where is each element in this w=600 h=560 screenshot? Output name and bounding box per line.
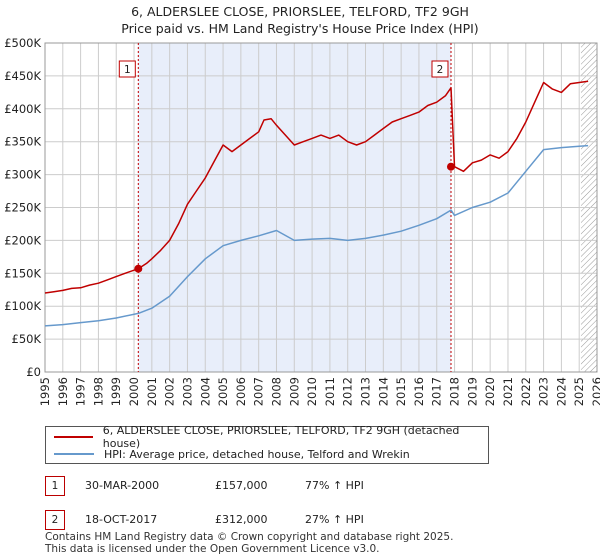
x-tick-label: 2024 bbox=[554, 377, 568, 406]
x-tick-label: 2025 bbox=[572, 377, 586, 406]
plot-border bbox=[44, 42, 598, 373]
y-tick-label: £50K bbox=[12, 332, 42, 346]
x-tick-label: 2026 bbox=[590, 377, 600, 406]
sale-marker-label: 2 bbox=[437, 64, 444, 76]
x-tick-label: 2015 bbox=[394, 377, 408, 406]
y-tick-label: £250K bbox=[4, 201, 41, 215]
y-tick-label: £100K bbox=[4, 299, 41, 313]
x-tick-label: 2009 bbox=[287, 377, 301, 406]
sale-marker-point bbox=[446, 162, 455, 171]
chart-area: £0 £50K £100K £150K £200K £250K £300K £350K £400… bbox=[4, 36, 600, 406]
legend-red-line bbox=[54, 436, 93, 438]
sale-date: 30-MAR-2000 bbox=[85, 479, 160, 492]
x-tick-label: 2018 bbox=[448, 377, 462, 406]
x-tick-label: 2017 bbox=[430, 377, 444, 406]
legend-item-property: 6, ALDERSLEE CLOSE, PRIORSLEE, TELFORD, … bbox=[54, 424, 488, 450]
x-tick-label: 2005 bbox=[216, 377, 230, 406]
x-tick-label: 2016 bbox=[412, 377, 426, 406]
chart-title-line1: 6, ALDERSLEE CLOSE, PRIORSLEE, TELFORD, … bbox=[131, 4, 469, 19]
x-tick-label: 2003 bbox=[180, 377, 194, 406]
sale-price: £312,000 bbox=[215, 513, 268, 526]
x-tick-label: 1995 bbox=[38, 377, 52, 406]
sales-table: 1 30-MAR-2000 £157,000 77% ↑ HPI 2 18-OC… bbox=[45, 474, 565, 542]
y-tick-label: £400K bbox=[4, 102, 41, 116]
x-tick-label: 2007 bbox=[252, 377, 266, 406]
x-tick-label: 2008 bbox=[269, 377, 283, 406]
sale-number-badge: 2 bbox=[45, 510, 65, 530]
y-tick-label: £300K bbox=[4, 168, 41, 182]
legend-blue-line bbox=[54, 453, 94, 455]
x-tick-label: 2010 bbox=[305, 377, 319, 406]
footer-copyright: Contains HM Land Registry data © Crown c… bbox=[45, 531, 454, 543]
y-tick-label: £450K bbox=[4, 69, 41, 83]
x-tick-label: 1997 bbox=[74, 377, 88, 406]
x-tick-label: 1999 bbox=[109, 377, 123, 406]
legend-hpi-label: HPI: Average price, detached house, Telf… bbox=[104, 447, 410, 461]
legend-item-hpi: HPI: Average price, detached house, Telf… bbox=[54, 446, 410, 462]
sale-row: 1 30-MAR-2000 £157,000 77% ↑ HPI bbox=[45, 474, 565, 500]
x-tick-label: 2023 bbox=[537, 377, 551, 406]
chart-title-line2: Price paid vs. HM Land Registry's House … bbox=[121, 21, 479, 36]
x-tick-label: 2014 bbox=[376, 377, 390, 406]
x-tick-label: 2013 bbox=[359, 377, 373, 406]
x-tick-label: 2006 bbox=[234, 377, 248, 406]
y-tick-label: £350K bbox=[4, 135, 41, 149]
footer-licence: This data is licensed under the Open Gov… bbox=[45, 543, 380, 555]
legend-property-label: 6, ALDERSLEE CLOSE, PRIORSLEE, TELFORD, … bbox=[102, 424, 460, 450]
footer: Contains HM Land Registry data © Crown c… bbox=[45, 531, 453, 555]
legend: 6, ALDERSLEE CLOSE, PRIORSLEE, TELFORD, … bbox=[45, 424, 489, 464]
sale-marker-badge bbox=[431, 60, 449, 78]
y-tick-label: £0 bbox=[26, 365, 41, 379]
x-tick-label: 1996 bbox=[56, 377, 70, 406]
sale-marker-label: 1 bbox=[124, 64, 131, 76]
x-tick-label: 2012 bbox=[341, 377, 355, 406]
sale-marker-badge bbox=[118, 60, 136, 78]
sale-hpi-change: 27% ↑ HPI bbox=[305, 513, 364, 526]
property-price-line bbox=[44, 80, 589, 294]
x-tick-label: 2001 bbox=[145, 377, 159, 406]
y-tick-label: £200K bbox=[4, 233, 41, 247]
x-tick-label: 2011 bbox=[323, 377, 337, 406]
y-tick-label: £500K bbox=[4, 36, 41, 50]
sale-row: 2 18-OCT-2017 £312,000 27% ↑ HPI bbox=[45, 508, 565, 534]
sale-date: 18-OCT-2017 bbox=[85, 513, 158, 526]
x-tick-label: 2021 bbox=[501, 377, 515, 406]
sale-marker-point bbox=[134, 264, 143, 273]
sale-number-badge: 1 bbox=[45, 476, 65, 496]
x-tick-label: 2019 bbox=[465, 377, 479, 406]
x-tick-label: 2022 bbox=[519, 377, 533, 406]
x-tick-label: 2020 bbox=[483, 377, 497, 406]
x-tick-label: 2000 bbox=[127, 377, 141, 406]
y-tick-label: £150K bbox=[4, 266, 41, 280]
x-tick-label: 2004 bbox=[198, 377, 212, 406]
hpi-line bbox=[44, 144, 589, 327]
sale-hpi-change: 77% ↑ HPI bbox=[305, 479, 364, 492]
x-tick-label: 2002 bbox=[163, 377, 177, 406]
sale-price: £157,000 bbox=[215, 479, 268, 492]
x-tick-label: 1998 bbox=[91, 377, 105, 406]
